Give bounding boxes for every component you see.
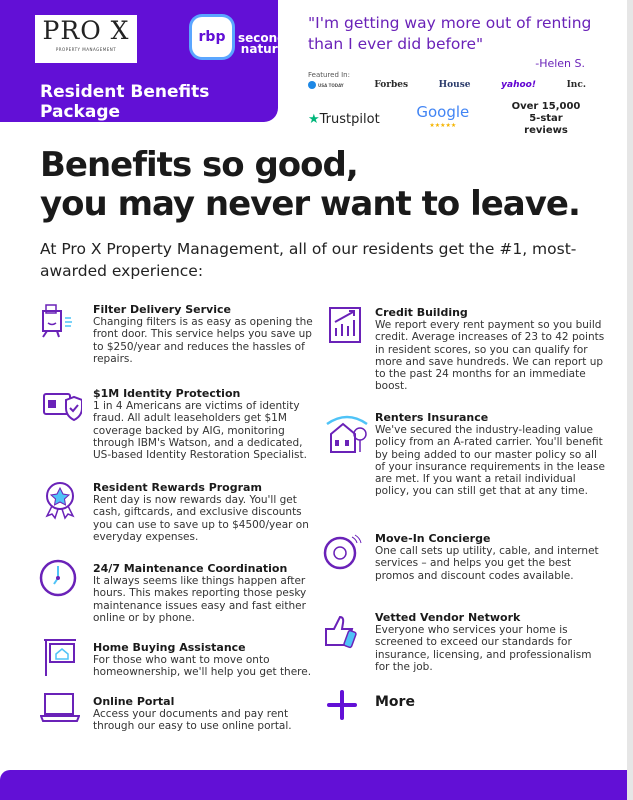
- testimonial-author: -Helen S.: [535, 57, 585, 70]
- headline: Benefits so good, you may never want to l…: [40, 145, 581, 224]
- intro-text: At Pro X Property Management, all of our…: [40, 240, 577, 280]
- yahoo-logo: yahoo!: [501, 80, 536, 90]
- benefit-move-in-concierge: Move-In Concierge One call sets up utilit…: [375, 532, 599, 582]
- laptop-icon: [40, 693, 80, 722]
- more-label: More: [375, 694, 415, 710]
- logo-subtext: PROPERTY MANAGEMENT: [55, 47, 117, 52]
- benefit-identity-protection: $1M Identity Protection 1 in 4 Americans …: [93, 387, 307, 462]
- trustpilot-logo: ★Trustpilot: [308, 111, 380, 127]
- benefit-online-portal: Online Portal Access your documents and p…: [93, 695, 292, 733]
- identity-shield-icon: [43, 393, 82, 422]
- package-title: Resident Benefits Package: [40, 82, 210, 122]
- featured-logos: USA TODAY Forbes House yahoo! Inc.: [308, 80, 586, 90]
- credit-chart-icon: [329, 307, 361, 343]
- usatoday-logo: USA TODAY: [308, 81, 344, 89]
- plus-icon: [327, 690, 357, 720]
- benefit-maintenance: 24/7 Maintenance Coordination It always s…: [93, 562, 307, 624]
- benefit-vetted-vendors: Vetted Vendor Network Everyone who servic…: [375, 611, 592, 673]
- benefit-credit-building: Credit Building We report every rent paym…: [375, 306, 605, 393]
- by-text: by: [278, 24, 286, 31]
- house-logo: House: [438, 80, 471, 90]
- benefit-renters-insurance: Renters Insurance We've secured the indus…: [375, 411, 605, 498]
- second-nature-logo: by second nature: [238, 20, 286, 55]
- brand-text: second nature: [238, 31, 286, 56]
- review-count: Over 15,000 5-star reviews: [511, 101, 581, 136]
- benefit-rewards: Resident Rewards Program Rent day is now …: [93, 481, 309, 543]
- testimonial-quote: "I'm getting way more out of renting tha…: [308, 14, 592, 53]
- house-insurance-icon: [326, 415, 368, 453]
- page-edge: [627, 0, 633, 800]
- footer-bar: [0, 770, 627, 800]
- logo-text: PRO X: [42, 16, 130, 45]
- thumbs-up-icon: [325, 615, 357, 649]
- google-logo: Google ★★★★★: [416, 103, 470, 130]
- featured-label: Featured In:: [308, 71, 350, 79]
- inc-logo: Inc.: [566, 80, 586, 90]
- rbp-logo: rbp: [192, 17, 232, 57]
- award-ribbon-icon: [45, 482, 75, 520]
- benefit-home-buying: Home Buying Assistance For those who want…: [93, 641, 312, 679]
- home-sign-icon: [44, 639, 76, 676]
- forbes-logo: Forbes: [374, 80, 409, 90]
- review-row: ★Trustpilot Google ★★★★★ Over 15,000 5-st…: [308, 101, 586, 137]
- header-banner: PRO X PROPERTY MANAGEMENT rbp by second …: [0, 0, 286, 122]
- clock-icon: [39, 559, 77, 597]
- delivery-box-icon: [42, 304, 72, 338]
- thermostat-icon: [323, 534, 362, 570]
- star-icon: ★: [308, 111, 320, 127]
- prox-logo: PRO X PROPERTY MANAGEMENT: [35, 15, 137, 63]
- benefit-filter-delivery: Filter Delivery Service Changing filters …: [93, 303, 313, 365]
